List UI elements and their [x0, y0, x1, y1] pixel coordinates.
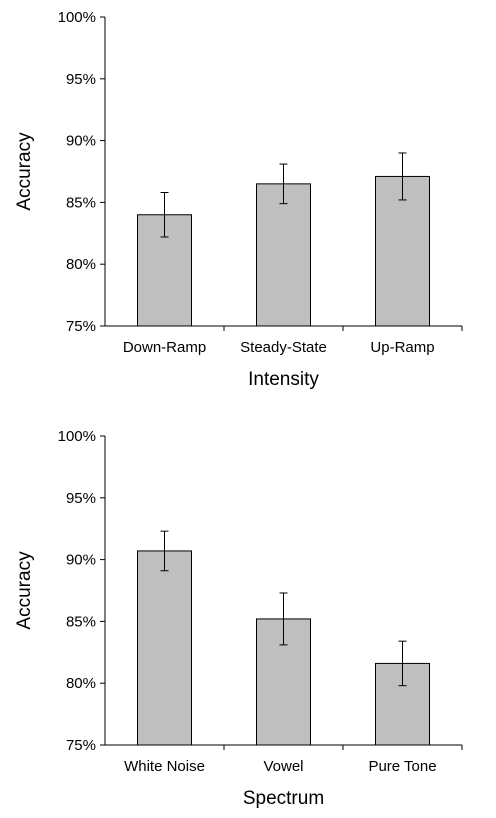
x-axis-title: Intensity: [248, 369, 319, 390]
y-tick-label: 75%: [66, 318, 96, 335]
x-tick-label: Steady-State: [240, 339, 327, 356]
y-axis-title: Accuracy: [14, 132, 35, 211]
y-tick-label: 85%: [66, 613, 96, 630]
x-tick-label: Vowel: [263, 758, 303, 775]
y-tick-label: 95%: [66, 490, 96, 507]
y-tick-label: 95%: [66, 71, 96, 88]
bar: [256, 183, 311, 327]
chart-1: 75% 80% 85% 90% 95% 100% Down-Ramp Steady-State…: [14, 9, 463, 390]
bar: [375, 175, 430, 327]
y-tick-label: 85%: [66, 194, 96, 211]
x-tick-label: Pure Tone: [368, 758, 436, 775]
y-tick-label: 100%: [58, 428, 96, 445]
bar: [137, 550, 192, 746]
y-tick-label: 80%: [66, 675, 96, 692]
y-tick-label: 90%: [66, 552, 96, 569]
x-tick-label: White Noise: [124, 758, 205, 775]
y-tick-label: 75%: [66, 737, 96, 754]
chart-2: 75% 80% 85% 90% 95% 100% White Noise Vowel Pure …: [14, 428, 463, 809]
x-tick-label: Up-Ramp: [370, 339, 434, 356]
x-tick-label: Down-Ramp: [123, 339, 206, 356]
x-axis-title: Spectrum: [243, 788, 324, 809]
y-tick-label: 100%: [58, 9, 96, 26]
y-axis-title: Accuracy: [14, 551, 35, 630]
y-tick-label: 90%: [66, 133, 96, 150]
y-tick-label: 80%: [66, 256, 96, 273]
